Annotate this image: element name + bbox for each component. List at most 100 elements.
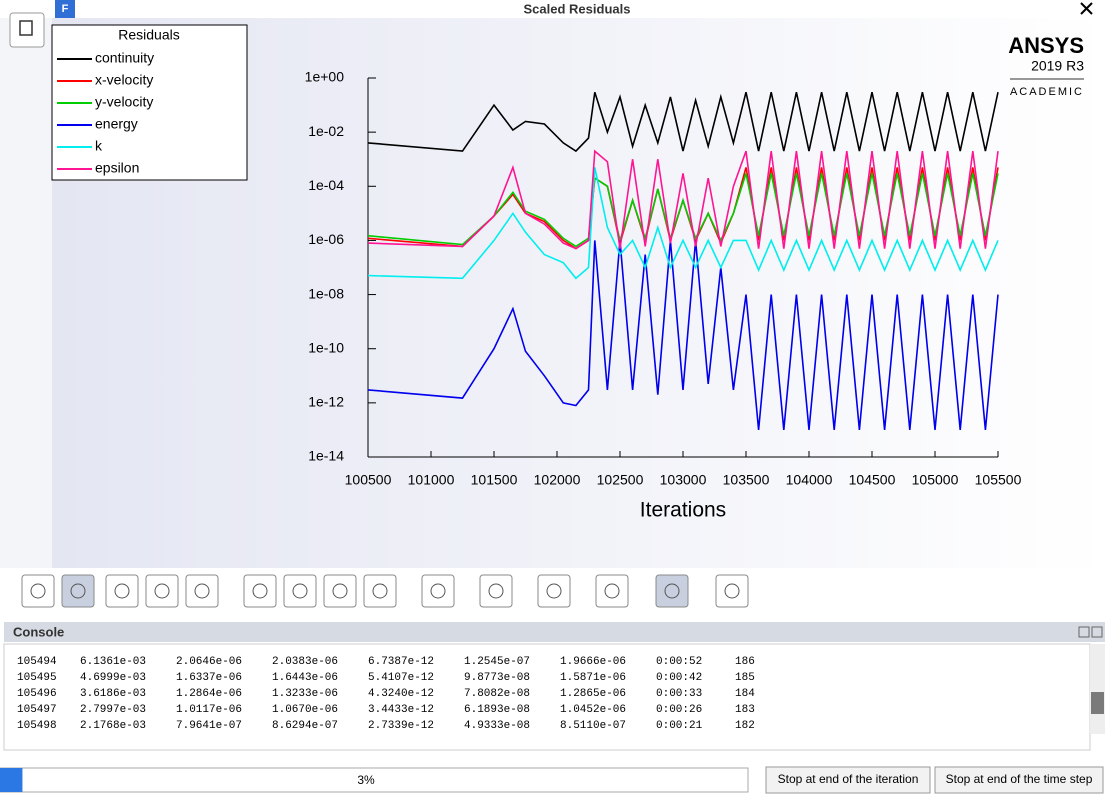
toolbar-button[interactable] xyxy=(363,574,397,608)
progress-bar xyxy=(0,768,23,792)
toolbar-button[interactable] xyxy=(323,574,357,608)
y-tick-label: 1e+00 xyxy=(305,69,345,85)
scroll-thumb[interactable] xyxy=(1091,692,1104,714)
console-cell: 1.2865e-06 xyxy=(560,688,626,700)
toolbar-icon xyxy=(604,583,620,599)
console-title: Console xyxy=(13,624,64,639)
toolbar-icon xyxy=(430,583,446,599)
toolbar-button[interactable] xyxy=(243,574,277,608)
toolbar-icon xyxy=(194,583,210,599)
console-cell: 1.2864e-06 xyxy=(176,688,242,700)
toolbar-button[interactable] xyxy=(61,574,95,608)
series-line xyxy=(367,149,999,250)
close-button[interactable] xyxy=(1080,2,1093,15)
console-cell: 7.9641e-07 xyxy=(176,720,242,732)
toolbar-icon xyxy=(546,583,562,599)
x-tick-label: 101000 xyxy=(408,472,455,488)
stop-button[interactable] xyxy=(934,766,1104,794)
legend-label: energy xyxy=(95,116,138,132)
console-cell: 2.7997e-03 xyxy=(80,704,146,716)
y-tick-label: 1e-08 xyxy=(308,285,344,301)
console-cell: 0:00:52 xyxy=(656,656,702,668)
console-cell: 1.3233e-06 xyxy=(272,688,338,700)
console-cell: 2.7339e-12 xyxy=(368,720,434,732)
y-tick-label: 1e-02 xyxy=(308,123,344,139)
toolbar-icon xyxy=(114,583,130,599)
toolbar-button[interactable] xyxy=(595,574,629,608)
app-badge: F xyxy=(62,3,69,15)
console-cell: 1.5871e-06 xyxy=(560,672,626,684)
toolbar-button[interactable] xyxy=(105,574,139,608)
console-cell: 4.6999e-03 xyxy=(80,672,146,684)
console-cell: 105496 xyxy=(17,688,57,700)
console-cell: 186 xyxy=(735,656,755,668)
toolbar-button[interactable] xyxy=(145,574,179,608)
toolbar-icon xyxy=(252,583,268,599)
console-cell: 105495 xyxy=(17,672,57,684)
progress-track xyxy=(0,767,749,793)
console-header xyxy=(4,622,1105,642)
toolbar-icon xyxy=(70,583,86,599)
x-tick-label: 105000 xyxy=(912,472,959,488)
legend-label: x-velocity xyxy=(95,72,153,88)
console-float[interactable] xyxy=(1078,626,1090,638)
panel-button[interactable] xyxy=(9,12,45,48)
y-tick-label: 1e-04 xyxy=(308,177,344,193)
x-tick-label: 102500 xyxy=(597,472,644,488)
console-cell: 6.1361e-03 xyxy=(80,656,146,668)
x-tick-label: 105500 xyxy=(975,472,1022,488)
x-tick-label: 104500 xyxy=(849,472,896,488)
toolbar-button[interactable] xyxy=(185,574,219,608)
legend-label: y-velocity xyxy=(95,94,153,110)
console-scrollbar[interactable] xyxy=(1090,644,1105,734)
console-cell: 9.8773e-08 xyxy=(464,672,530,684)
series-line xyxy=(367,240,999,430)
side-panel xyxy=(0,18,52,568)
x-tick-label: 104000 xyxy=(786,472,833,488)
console-cell: 8.5110e-07 xyxy=(560,720,626,732)
console-cell: 183 xyxy=(735,704,755,716)
console-cell: 4.3240e-12 xyxy=(368,688,434,700)
toolbar-button[interactable] xyxy=(421,574,455,608)
toolbar-button[interactable] xyxy=(283,574,317,608)
legend-title: Residuals xyxy=(118,27,179,43)
legend-label: epsilon xyxy=(95,160,139,176)
console-cell: 105494 xyxy=(17,656,57,668)
console-cell: 2.1768e-03 xyxy=(80,720,146,732)
toolbar-icon xyxy=(488,583,504,599)
console-cell: 182 xyxy=(735,720,755,732)
toolbar-button[interactable] xyxy=(655,574,689,608)
x-tick-label: 103000 xyxy=(660,472,707,488)
logo-edition: ACADEMIC xyxy=(1010,86,1084,98)
console-cell: 0:00:42 xyxy=(656,672,702,684)
toolbar-icon xyxy=(154,583,170,599)
toolbar-button[interactable] xyxy=(715,574,749,608)
app-badge-bg xyxy=(55,0,75,18)
toolbar-icon xyxy=(30,583,46,599)
console-output xyxy=(3,643,1091,751)
x-tick-label: 103500 xyxy=(723,472,770,488)
console-cell: 105497 xyxy=(17,704,57,716)
logo-brand: ANSYS xyxy=(1008,33,1084,58)
toolbar-icon xyxy=(664,583,680,599)
x-tick-label: 102000 xyxy=(534,472,581,488)
console-cell: 6.1893e-08 xyxy=(464,704,530,716)
toolbar-button[interactable] xyxy=(537,574,571,608)
window-title: Scaled Residuals xyxy=(524,1,631,16)
console-cell: 0:00:26 xyxy=(656,704,702,716)
console-close[interactable] xyxy=(1091,626,1103,638)
panel-icon xyxy=(19,20,33,36)
series-line xyxy=(367,91,999,153)
series-line xyxy=(367,167,999,280)
x-tick-label: 101500 xyxy=(471,472,518,488)
toolbar-button[interactable] xyxy=(21,574,55,608)
toolbar-button[interactable] xyxy=(479,574,513,608)
toolbar-icon xyxy=(724,583,740,599)
console-cell: 7.8082e-08 xyxy=(464,688,530,700)
stop-button[interactable] xyxy=(765,766,931,794)
console-cell: 1.0452e-06 xyxy=(560,704,626,716)
logo-version: 2019 R3 xyxy=(1031,58,1084,74)
toolbar-icon xyxy=(292,583,308,599)
console-cell: 5.4107e-12 xyxy=(368,672,434,684)
